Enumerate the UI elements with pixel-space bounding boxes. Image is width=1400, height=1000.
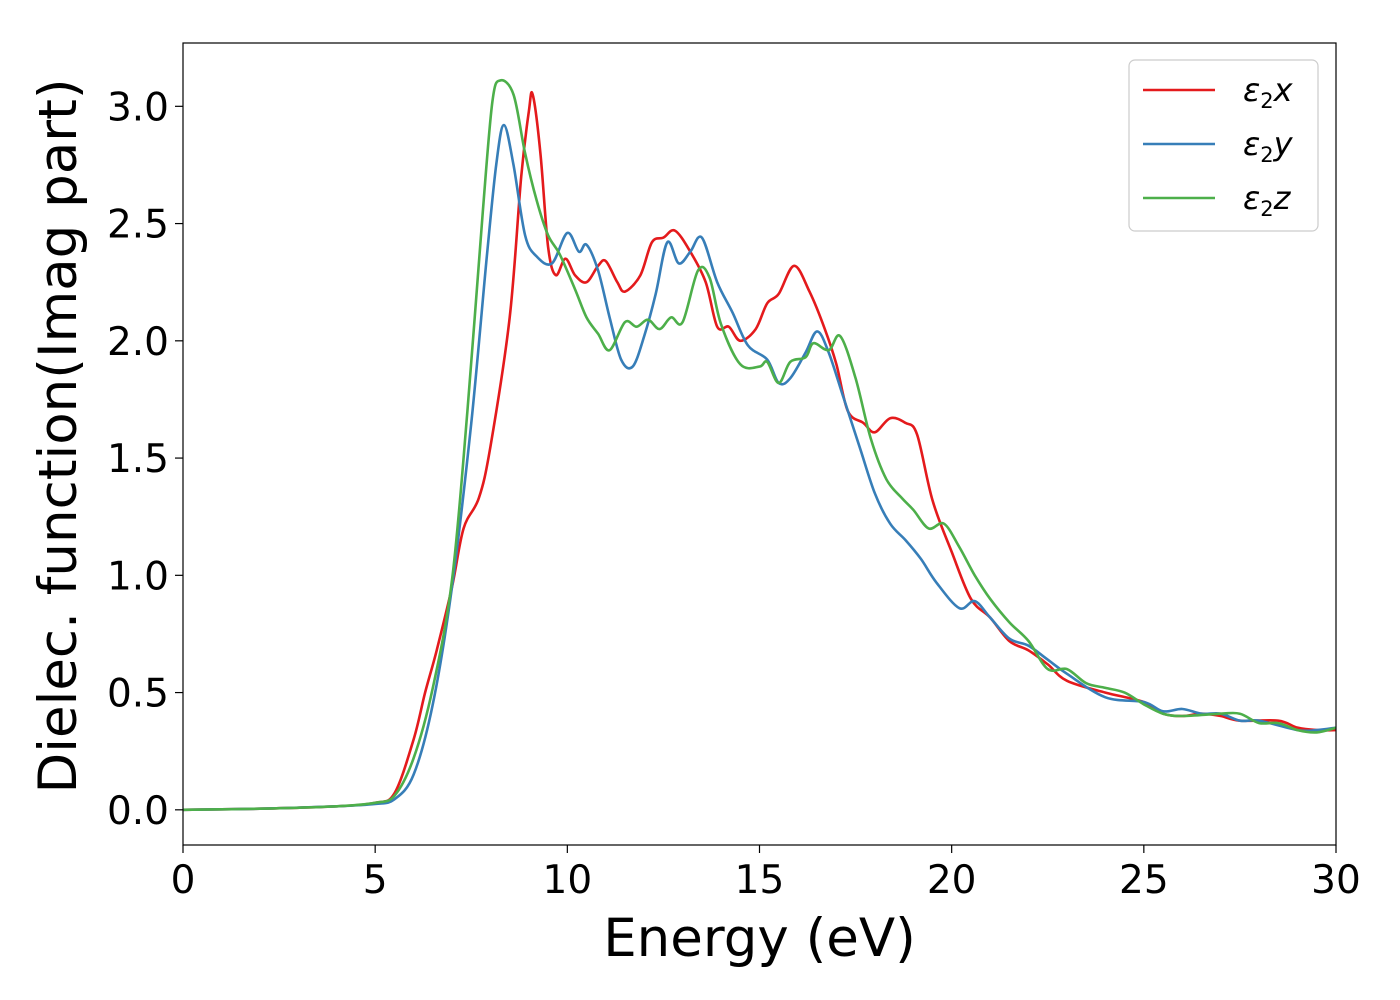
x-tick-label: 15 (735, 858, 785, 903)
legend: ε2x ε2y ε2z (1128, 59, 1319, 232)
x-tick-label: 20 (927, 858, 977, 903)
x-axis: 0 5 10 15 20 25 30 (171, 845, 1361, 903)
series-line-x (183, 90, 1336, 812)
legend-label-x: ε2x (1243, 71, 1294, 113)
y-tick-label: 0.0 (107, 789, 169, 834)
y-tick-label: 0.5 (107, 672, 169, 717)
x-tick-label: 10 (543, 858, 593, 903)
series-layer (183, 78, 1336, 812)
series-line-y (183, 123, 1336, 812)
x-tick-label: 0 (171, 858, 196, 903)
y-tick-label: 1.0 (107, 554, 169, 599)
y-axis: 0.0 0.5 1.0 1.5 2.0 2.5 3.0 (107, 85, 183, 834)
y-tick-label: 2.5 (107, 203, 169, 248)
y-axis-title: Dielec. function(Imag part) (28, 78, 89, 793)
series-line-z (183, 78, 1336, 812)
legend-label-y: ε2y (1243, 125, 1294, 167)
y-tick-label: 1.5 (107, 437, 169, 482)
x-axis-title: Energy (eV) (603, 908, 916, 969)
x-tick-label: 30 (1311, 858, 1361, 903)
y-tick-label: 2.0 (107, 320, 169, 365)
y-tick-label: 3.0 (107, 85, 169, 130)
legend-label-z: ε2z (1243, 179, 1292, 221)
x-tick-label: 5 (363, 858, 388, 903)
legend-box (1128, 59, 1319, 232)
x-tick-label: 25 (1119, 858, 1169, 903)
